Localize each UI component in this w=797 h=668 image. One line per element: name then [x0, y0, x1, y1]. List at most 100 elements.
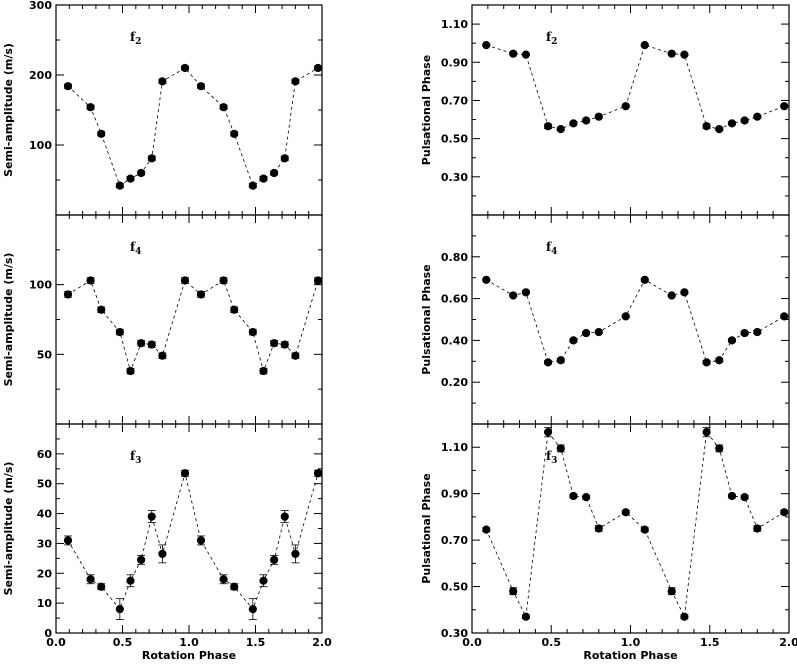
- data-point: [280, 154, 289, 163]
- data-point: [137, 168, 146, 178]
- data-point: [219, 575, 228, 584]
- data-point: [569, 336, 578, 345]
- panel-3: 50 100 Semi-amplitude (m/s) f4: [2, 214, 323, 425]
- data-point: [680, 50, 689, 59]
- data-point: [147, 340, 156, 349]
- data-point: [556, 124, 565, 134]
- data-point: [291, 77, 300, 86]
- x-tick-label: 1.5: [246, 636, 266, 649]
- y-tick-label: 50: [37, 348, 53, 361]
- y-tick-label: 1.10: [441, 18, 468, 31]
- x-axis-label: Rotation Phase: [142, 649, 236, 662]
- panel-1: 100 200 300 Semi-amplitude (m/s) f2: [2, 0, 323, 216]
- data-point: [727, 119, 737, 128]
- data-point: [727, 491, 737, 501]
- data-point: [594, 112, 603, 121]
- y-tick-label: 0.60: [441, 293, 468, 306]
- data-point: [115, 327, 124, 337]
- panel-frame: [471, 4, 790, 216]
- data-point: [259, 366, 268, 376]
- panel-frame: [471, 423, 790, 634]
- panel-frame: [55, 4, 323, 216]
- data-point: [521, 612, 530, 621]
- x-tick-label: 2.0: [779, 636, 797, 649]
- data-point: [115, 605, 124, 614]
- data-point: [543, 122, 553, 131]
- data-point: [543, 428, 553, 437]
- y-tick-label: 300: [29, 0, 52, 12]
- x-tick-label: 2.0: [312, 636, 332, 649]
- data-point: [313, 63, 323, 73]
- x-tick-label: 0.0: [462, 636, 482, 649]
- y-tick-label: 30: [37, 537, 53, 550]
- y-tick-label: 0: [44, 627, 52, 640]
- data-point: [556, 444, 565, 453]
- y-axis-label: Pulsational Phase: [420, 264, 433, 374]
- panel-frame: [471, 214, 790, 425]
- data-point: [270, 339, 279, 348]
- x-tick-label: 0.5: [542, 636, 562, 649]
- data-point: [291, 549, 300, 558]
- data-point: [753, 524, 762, 533]
- y-axis-label: Semi-amplitude (m/s): [2, 462, 15, 596]
- y-tick-label: 0.90: [441, 488, 468, 501]
- data-point: [556, 356, 565, 365]
- y-tick-label: 50: [37, 478, 53, 491]
- data-point: [482, 525, 491, 534]
- panel-6: 0.0 0.5 1.0 1.5 2.0 Rotation Phase 0.30 0.50 0.7…: [420, 423, 797, 662]
- data-point: [482, 40, 491, 50]
- data-point: [230, 305, 239, 314]
- data-point: [180, 63, 190, 73]
- data-point: [248, 181, 257, 190]
- data-point: [621, 102, 630, 111]
- y-tick-label: 0.30: [441, 171, 468, 184]
- data-point: [482, 275, 491, 284]
- y-tick-label: 20: [37, 567, 53, 580]
- data-point: [158, 351, 167, 360]
- data-point: [219, 276, 228, 285]
- data-point: [147, 154, 156, 163]
- y-tick-label: 0.40: [441, 334, 468, 347]
- data-point: [667, 291, 676, 300]
- data-point: [280, 512, 289, 521]
- data-point: [521, 50, 530, 59]
- data-point: [702, 428, 711, 437]
- data-point: [509, 49, 518, 58]
- panel-label: f3: [130, 449, 141, 466]
- data-point: [126, 174, 135, 183]
- data-point: [727, 336, 737, 345]
- data-point: [158, 549, 167, 558]
- data-point: [680, 612, 689, 621]
- y-tick-label: 200: [29, 69, 52, 82]
- data-point: [230, 582, 239, 591]
- y-tick-label: 0.50: [441, 133, 468, 146]
- x-tick-label: 1.0: [179, 636, 199, 649]
- y-tick-label: 100: [29, 139, 52, 152]
- x-tick-label: 0.0: [46, 636, 66, 649]
- data-point: [640, 40, 649, 50]
- y-axis-label: Semi-amplitude (m/s): [2, 253, 15, 387]
- panel-label-subscript: 3: [135, 456, 141, 466]
- data-point: [582, 493, 591, 502]
- data-point: [63, 82, 73, 91]
- y-axis-label: Pulsational Phase: [420, 473, 433, 583]
- panel-4: 0.20 0.40 0.60 0.80 Pulsational Phase f4: [420, 214, 790, 425]
- data-point: [715, 444, 724, 453]
- data-point: [702, 122, 711, 131]
- data-point: [230, 129, 239, 138]
- data-point: [63, 536, 73, 545]
- data-point: [248, 327, 257, 337]
- data-point: [780, 312, 789, 321]
- panel-label-subscript: 4: [135, 247, 141, 257]
- data-point: [137, 339, 146, 348]
- data-point: [291, 351, 300, 360]
- y-axis-label: Pulsational Phase: [420, 55, 433, 165]
- panel-label: f4: [130, 240, 141, 257]
- data-point: [147, 512, 156, 521]
- series-line: [67, 471, 319, 610]
- data-point: [248, 605, 257, 614]
- data-point: [180, 469, 190, 478]
- data-point: [270, 555, 279, 564]
